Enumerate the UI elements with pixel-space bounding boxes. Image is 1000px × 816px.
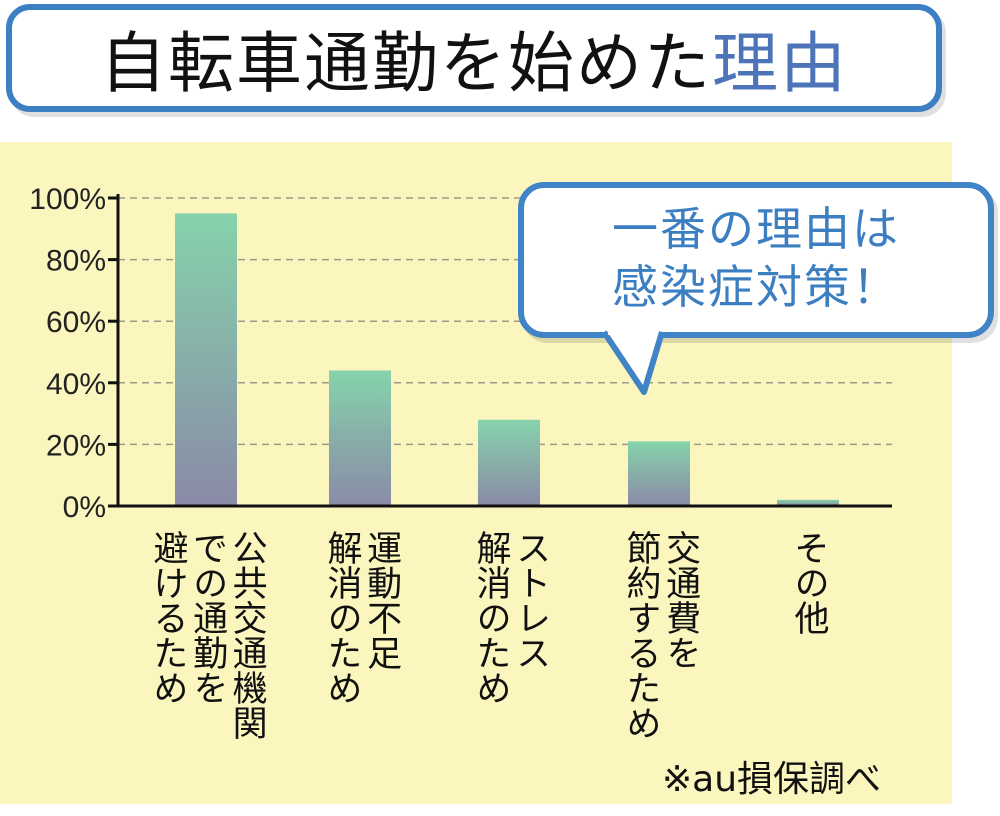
title-main: 自転車通勤を始めた: [100, 25, 712, 102]
callout-text: 一番の理由は 感染症対策！: [518, 200, 994, 316]
title-highlight: 理由: [712, 25, 848, 102]
x-category-label: その他: [788, 530, 829, 635]
x-category-label-line: 節約するため: [620, 530, 661, 740]
x-category-label-line: での通勤を: [187, 530, 228, 705]
x-category-label: 交通費を 節約するため: [620, 530, 701, 740]
y-tick-label: 40%: [46, 368, 106, 401]
bar: [628, 441, 690, 506]
y-tick-label: 80%: [46, 245, 106, 278]
x-category-label-line: ストレス: [510, 530, 551, 670]
callout-line-2: 感染症対策！: [612, 260, 900, 314]
y-tick-label: 60%: [46, 306, 106, 339]
bar: [329, 370, 391, 506]
x-category-label-line: 解消のため: [470, 530, 511, 705]
x-category-label: 運動不足 解消のため: [321, 530, 402, 705]
y-tick-label: 0%: [63, 491, 106, 524]
y-tick-label: 100%: [29, 183, 106, 216]
x-category-label-line: 避けるため: [147, 530, 188, 705]
y-tick-label: 20%: [46, 429, 106, 462]
bar: [175, 213, 237, 506]
bar: [777, 499, 839, 506]
chart-title: 自転車通勤を始めた 理由: [6, 4, 942, 112]
x-category-label: 公共交通機関 での通勤を 避けるため: [147, 530, 267, 740]
x-category-label-line: その他: [788, 530, 829, 635]
x-category-label-line: 公共交通機関: [226, 530, 267, 740]
x-category-label-line: 運動不足: [361, 530, 402, 670]
x-category-label-line: 解消のため: [321, 530, 362, 705]
x-category-label: ストレス 解消のため: [470, 530, 551, 705]
callout-tail: [601, 330, 665, 395]
callout-bubble: [518, 182, 994, 338]
source-note: ※au損保調べ: [662, 759, 882, 800]
x-category-label-line: 交通費を: [660, 530, 701, 670]
bar: [478, 419, 540, 506]
callout-line-1: 一番の理由は: [612, 202, 900, 256]
